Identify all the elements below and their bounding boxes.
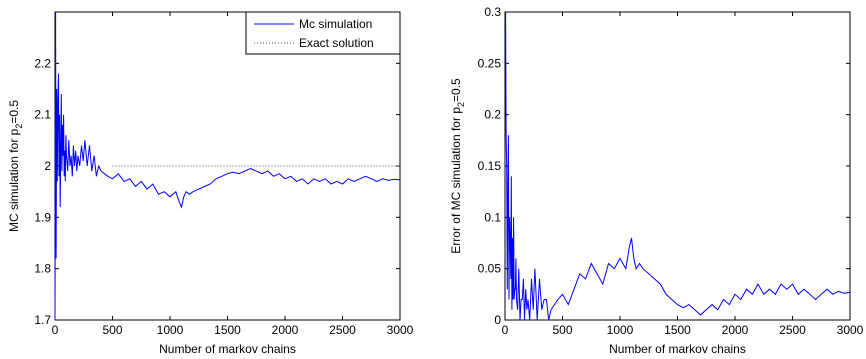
legend: Mc simulation Exact solution [245, 11, 401, 55]
left-y-tick-label: 1.7 [34, 313, 51, 327]
right-x-tick-label: 2000 [722, 323, 749, 337]
left-x-tick-label: 2500 [329, 323, 356, 337]
legend-label-exact-solution: Exact solution [299, 36, 374, 50]
right-y-tick-label: 0.2 [484, 108, 501, 122]
left-y-tick-label: 1.9 [34, 210, 51, 224]
right-ticks: 0 500 1000 1500 2000 2500 3000 0 0.05 0.1 0.15 0.2 0… [478, 5, 864, 337]
right-chart: 0 500 1000 1500 2000 2500 3000 0 0.05 0.1 0.15 0.2 0… [449, 5, 864, 356]
right-x-tick-label: 2500 [779, 323, 806, 337]
left-y-tick-label: 2 [44, 159, 51, 173]
left-chart: 0 500 1000 1500 2000 2500 3000 1.7 1.8 1.9 2 2.1 2.2… [7, 11, 414, 356]
right-y-tick-label: 0.05 [478, 262, 502, 276]
left-x-axis-label: Number of markov chains [159, 342, 296, 356]
right-y-tick-label: 0.15 [478, 159, 502, 173]
left-x-tick-label: 3000 [387, 323, 414, 337]
left-y-axis-label-sub: 2 [14, 124, 24, 129]
right-y-axis-label-main: Error of MC simulation for p [449, 107, 463, 254]
left-y-axis-label-suffix: =0.5 [7, 100, 21, 124]
left-y-tick-label: 1.8 [34, 262, 51, 276]
legend-box [245, 11, 401, 55]
left-series-mc-simulation [54, 11, 401, 321]
left-x-tick-label: 1500 [214, 323, 241, 337]
left-x-tick-label: 1000 [157, 323, 184, 337]
left-x-tick-label: 0 [52, 323, 59, 337]
right-y-axis-label-sub: 2 [456, 102, 466, 107]
left-y-tick-label: 2.2 [34, 56, 51, 70]
right-series-line-0 [505, 11, 851, 321]
left-y-tick-label: 2.1 [34, 108, 51, 122]
right-series [505, 11, 851, 321]
right-y-tick-label: 0.3 [484, 5, 501, 19]
right-x-tick-label: 500 [552, 323, 572, 337]
right-x-tick-label: 1000 [607, 323, 634, 337]
right-y-tick-label: 0.1 [484, 210, 501, 224]
right-y-tick-label: 0.25 [478, 56, 502, 70]
right-y-tick-label: 0 [494, 313, 501, 327]
right-x-tick-label: 0 [502, 323, 509, 337]
left-y-axis-label: MC simulation for p2=0.5 [7, 100, 24, 232]
left-series [54, 11, 401, 321]
left-x-tick-label: 2000 [272, 323, 299, 337]
legend-label-mc-simulation: Mc simulation [299, 17, 372, 31]
right-y-axis-label: Error of MC simulation for p2=0.5 [449, 78, 466, 254]
right-x-axis-label: Number of markov chains [609, 342, 746, 356]
left-x-tick-label: 500 [102, 323, 122, 337]
right-x-tick-label: 1500 [664, 323, 691, 337]
right-y-axis-label-suffix: =0.5 [449, 78, 463, 102]
right-plot-area [504, 11, 851, 321]
right-x-tick-label: 3000 [837, 323, 864, 337]
left-y-axis-label-main: MC simulation for p [7, 128, 21, 232]
